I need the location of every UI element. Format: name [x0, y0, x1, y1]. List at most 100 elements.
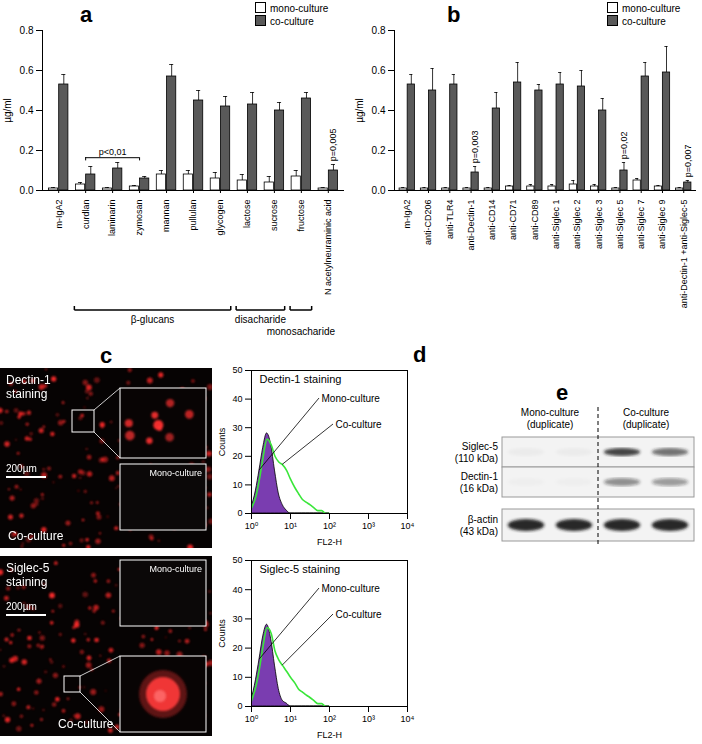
svg-text:zymosan: zymosan	[134, 200, 144, 236]
svg-text:Mono-culture: Mono-culture	[322, 583, 381, 594]
svg-text:0.8: 0.8	[20, 25, 34, 36]
svg-text:20: 20	[232, 643, 242, 653]
svg-text:0.4: 0.4	[20, 105, 34, 116]
svg-text:0.8: 0.8	[372, 25, 386, 36]
svg-text:Co-culture: Co-culture	[58, 717, 114, 731]
svg-text:10: 10	[232, 672, 242, 682]
svg-text:Dectin-1 staining: Dectin-1 staining	[260, 373, 342, 385]
svg-text:200µm: 200µm	[6, 463, 37, 474]
svg-text:sucrose: sucrose	[269, 200, 279, 232]
svg-text:lactose: lactose	[242, 200, 252, 229]
svg-text:Co-culture: Co-culture	[336, 609, 383, 620]
svg-text:10¹: 10¹	[284, 714, 297, 724]
svg-text:10⁰: 10⁰	[245, 714, 259, 724]
svg-text:(duplicate): (duplicate)	[527, 419, 574, 430]
svg-text:40: 40	[232, 585, 242, 595]
svg-text:curdlan: curdlan	[81, 200, 91, 230]
svg-text:p=0,007: p=0,007	[683, 145, 693, 178]
svg-text:anti-TLR4: anti-TLR4	[445, 200, 455, 240]
svg-text:µg/ml: µg/ml	[354, 98, 365, 123]
svg-text:anti-CD89: anti-CD89	[530, 200, 540, 241]
html-text:b: b	[447, 2, 461, 27]
svg-text:pullulan: pullulan	[188, 200, 198, 231]
svg-text:50: 50	[232, 365, 242, 375]
svg-text:p=0,02: p=0,02	[619, 132, 629, 160]
svg-text:anti-Dectin-1: anti-Dectin-1	[466, 200, 476, 251]
svg-text:FL2-H: FL2-H	[317, 730, 342, 740]
svg-text:10³: 10³	[362, 521, 375, 531]
svg-text:disacharide: disacharide	[235, 314, 287, 325]
svg-text:10⁴: 10⁴	[401, 714, 415, 724]
svg-text:anti-Siglec 1: anti-Siglec 1	[551, 200, 561, 250]
svg-text:10: 10	[232, 480, 242, 490]
svg-text:0.4: 0.4	[372, 105, 386, 116]
svg-text:Dectin-1: Dectin-1	[461, 471, 499, 482]
svg-text:Mono-culture: Mono-culture	[521, 407, 580, 418]
svg-text:(16 kDa): (16 kDa)	[460, 483, 498, 494]
svg-text:glycogen: glycogen	[215, 200, 225, 236]
svg-text:10¹: 10¹	[284, 521, 297, 531]
svg-text:anti-CD71: anti-CD71	[508, 200, 518, 241]
svg-text:0: 0	[237, 508, 242, 518]
svg-text:0.2: 0.2	[20, 145, 34, 156]
svg-text:Counts: Counts	[217, 427, 227, 456]
svg-text:10²: 10²	[323, 714, 336, 724]
svg-text:m-IgA2: m-IgA2	[402, 200, 412, 229]
svg-text:10²: 10²	[323, 521, 336, 531]
html-text:d: d	[413, 342, 427, 367]
svg-text:200µm: 200µm	[6, 601, 37, 612]
svg-text:mannan: mannan	[161, 200, 171, 233]
svg-text:p=0,005: p=0,005	[328, 129, 338, 162]
svg-text:monosacharide: monosacharide	[267, 326, 336, 337]
svg-text:fructose: fructose	[296, 200, 306, 232]
svg-text:Siglec-5: Siglec-5	[462, 441, 499, 452]
svg-text:Siglec-5 staining: Siglec-5 staining	[260, 563, 341, 575]
svg-text:40: 40	[232, 394, 242, 404]
svg-text:10³: 10³	[362, 714, 375, 724]
svg-text:Counts: Counts	[217, 619, 227, 648]
svg-text:0.0: 0.0	[372, 185, 386, 196]
svg-text:0: 0	[237, 701, 242, 711]
svg-text:N acetylneuraminic acid: N acetylneuraminic acid	[323, 200, 333, 296]
svg-text:anti-Siglec 7: anti-Siglec 7	[636, 200, 646, 250]
svg-text:laminarin: laminarin	[107, 200, 117, 237]
html-text:a: a	[80, 2, 93, 27]
html-text:e: e	[556, 380, 569, 405]
svg-text:β-actin: β-actin	[468, 514, 498, 525]
svg-text:20: 20	[232, 451, 242, 461]
svg-text:Mono-culture: Mono-culture	[322, 393, 381, 404]
svg-text:p=0,003: p=0,003	[470, 131, 480, 164]
svg-text:Co-culture: Co-culture	[623, 407, 670, 418]
svg-text:50: 50	[232, 555, 242, 565]
svg-text:Mono-culture: Mono-culture	[149, 468, 202, 478]
svg-text:Co-culture: Co-culture	[336, 419, 383, 430]
svg-text:0.0: 0.0	[20, 185, 34, 196]
svg-text:0.2: 0.2	[372, 145, 386, 156]
svg-text:anti-Siglec 3: anti-Siglec 3	[594, 200, 604, 250]
svg-text:Dectin-1staining: Dectin-1staining	[6, 373, 51, 401]
svg-text:10⁰: 10⁰	[245, 521, 259, 531]
svg-text:0.6: 0.6	[20, 65, 34, 76]
svg-text:10⁴: 10⁴	[401, 521, 415, 531]
svg-text:anti-Dectin-1 +anti-Siglec-5: anti-Dectin-1 +anti-Siglec-5	[679, 200, 689, 309]
svg-text:anti-Siglec 2: anti-Siglec 2	[572, 200, 582, 250]
svg-text:anti-CD14: anti-CD14	[487, 200, 497, 241]
svg-text:(43 kDa): (43 kDa)	[460, 526, 498, 537]
html-text:c: c	[100, 343, 113, 368]
svg-text:Co-culture: Co-culture	[8, 529, 64, 543]
svg-text:(110 kDa): (110 kDa)	[455, 453, 498, 464]
svg-text:30: 30	[232, 423, 242, 433]
svg-text:FL2-H: FL2-H	[317, 537, 342, 547]
svg-text:p<0,01: p<0,01	[99, 147, 127, 157]
svg-text:µg/ml: µg/ml	[2, 98, 13, 123]
svg-text:anti-Siglec 5: anti-Siglec 5	[615, 200, 625, 250]
svg-text:m-IgA2: m-IgA2	[54, 200, 64, 229]
svg-text:anti-Siglec 9: anti-Siglec 9	[657, 200, 667, 250]
svg-text:Mono-culture: Mono-culture	[149, 564, 202, 574]
svg-text:anti-CD206: anti-CD206	[423, 200, 433, 246]
svg-text:β-glucans: β-glucans	[131, 314, 175, 325]
svg-text:Siglec-5staining: Siglec-5staining	[6, 561, 50, 589]
svg-text:(duplicate): (duplicate)	[623, 419, 670, 430]
svg-text:0.6: 0.6	[372, 65, 386, 76]
svg-text:30: 30	[232, 614, 242, 624]
